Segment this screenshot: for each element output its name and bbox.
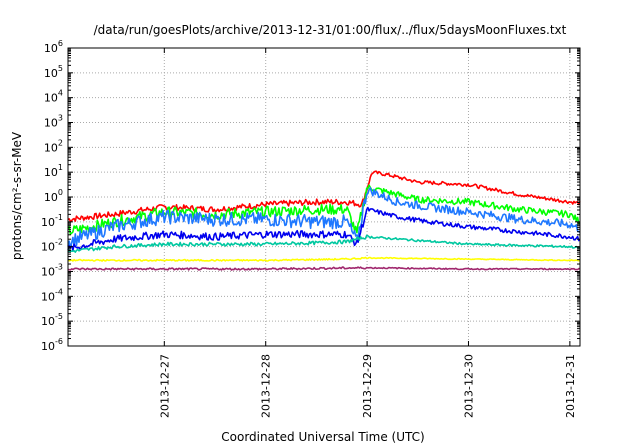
y-tick-base: 10 <box>44 191 58 204</box>
y-tick-base: 10 <box>41 340 55 353</box>
series-line-4 <box>67 234 581 253</box>
x-tick-label: 2013-12-29 <box>361 354 374 418</box>
y-tick-label: 10-4 <box>41 287 63 303</box>
series-line-5 <box>67 256 581 262</box>
y-tick-label: 104 <box>44 89 63 105</box>
y-tick-label: 10-3 <box>41 263 63 279</box>
y-tick-base: 10 <box>44 92 58 105</box>
series-line-0 <box>67 170 581 223</box>
y-tick-exponent: 2 <box>58 138 63 147</box>
series-line-6 <box>67 266 581 271</box>
y-tick-exponent: 0 <box>58 188 63 197</box>
y-tick-exponent: -4 <box>55 287 63 296</box>
series-line-1 <box>67 184 580 235</box>
y-tick-base: 10 <box>41 266 55 279</box>
y-tick-base: 10 <box>41 216 55 229</box>
y-tick-exponent: -2 <box>55 238 63 247</box>
y-tick-exponent: -3 <box>55 263 63 272</box>
y-tick-label: 106 <box>44 39 63 55</box>
y-tick-base: 10 <box>44 166 58 179</box>
y-axis-ticks: 10-610-510-410-310-210-11001011021031041… <box>41 39 580 353</box>
y-tick-exponent: -1 <box>55 213 63 222</box>
y-tick-label: 10-2 <box>41 238 63 254</box>
y-tick-exponent: 1 <box>58 163 63 172</box>
x-tick-label: 2013-12-27 <box>158 354 171 418</box>
y-tick-base: 10 <box>41 315 55 328</box>
y-tick-exponent: 6 <box>58 39 63 48</box>
y-tick-label: 10-5 <box>41 312 63 328</box>
y-tick-exponent: -5 <box>55 312 63 321</box>
x-axis-label: Coordinated Universal Time (UTC) <box>221 430 424 444</box>
y-tick-label: 10-1 <box>41 213 63 229</box>
y-tick-base: 10 <box>44 141 58 154</box>
series-line-2 <box>67 187 581 249</box>
chart-title: /data/run/goesPlots/archive/2013-12-31/0… <box>94 23 567 37</box>
y-tick-base: 10 <box>41 241 55 254</box>
y-tick-exponent: 5 <box>58 64 63 73</box>
y-tick-label: 105 <box>44 64 63 80</box>
x-tick-label: 2013-12-30 <box>462 354 475 418</box>
y-tick-exponent: 4 <box>58 89 63 98</box>
y-tick-exponent: 3 <box>58 114 63 123</box>
x-tick-label: 2013-12-28 <box>260 354 273 418</box>
x-axis-ticks: 2013-12-27 2013-12-28 2013-12-29 2013-12-30… <box>158 48 577 418</box>
x-tick-label: 2013-12-31 <box>564 354 577 418</box>
y-tick-exponent: -6 <box>55 337 63 346</box>
y-tick-base: 10 <box>41 290 55 303</box>
series-layer <box>67 170 581 271</box>
y-tick-label: 102 <box>44 138 63 154</box>
series-line-3 <box>67 206 581 252</box>
y-tick-label: 103 <box>44 114 63 130</box>
y-axis-label: protons/cm²-s-sr-MeV <box>10 131 24 260</box>
y-tick-label: 101 <box>44 163 63 179</box>
y-tick-label: 10-6 <box>41 337 63 353</box>
grid-lines <box>68 48 580 346</box>
y-tick-base: 10 <box>44 42 58 55</box>
y-tick-label: 100 <box>44 188 63 204</box>
y-tick-base: 10 <box>44 67 58 80</box>
y-tick-base: 10 <box>44 117 58 130</box>
